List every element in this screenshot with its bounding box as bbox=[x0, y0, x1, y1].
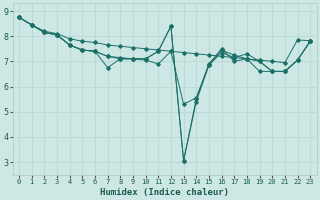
X-axis label: Humidex (Indice chaleur): Humidex (Indice chaleur) bbox=[100, 188, 229, 197]
